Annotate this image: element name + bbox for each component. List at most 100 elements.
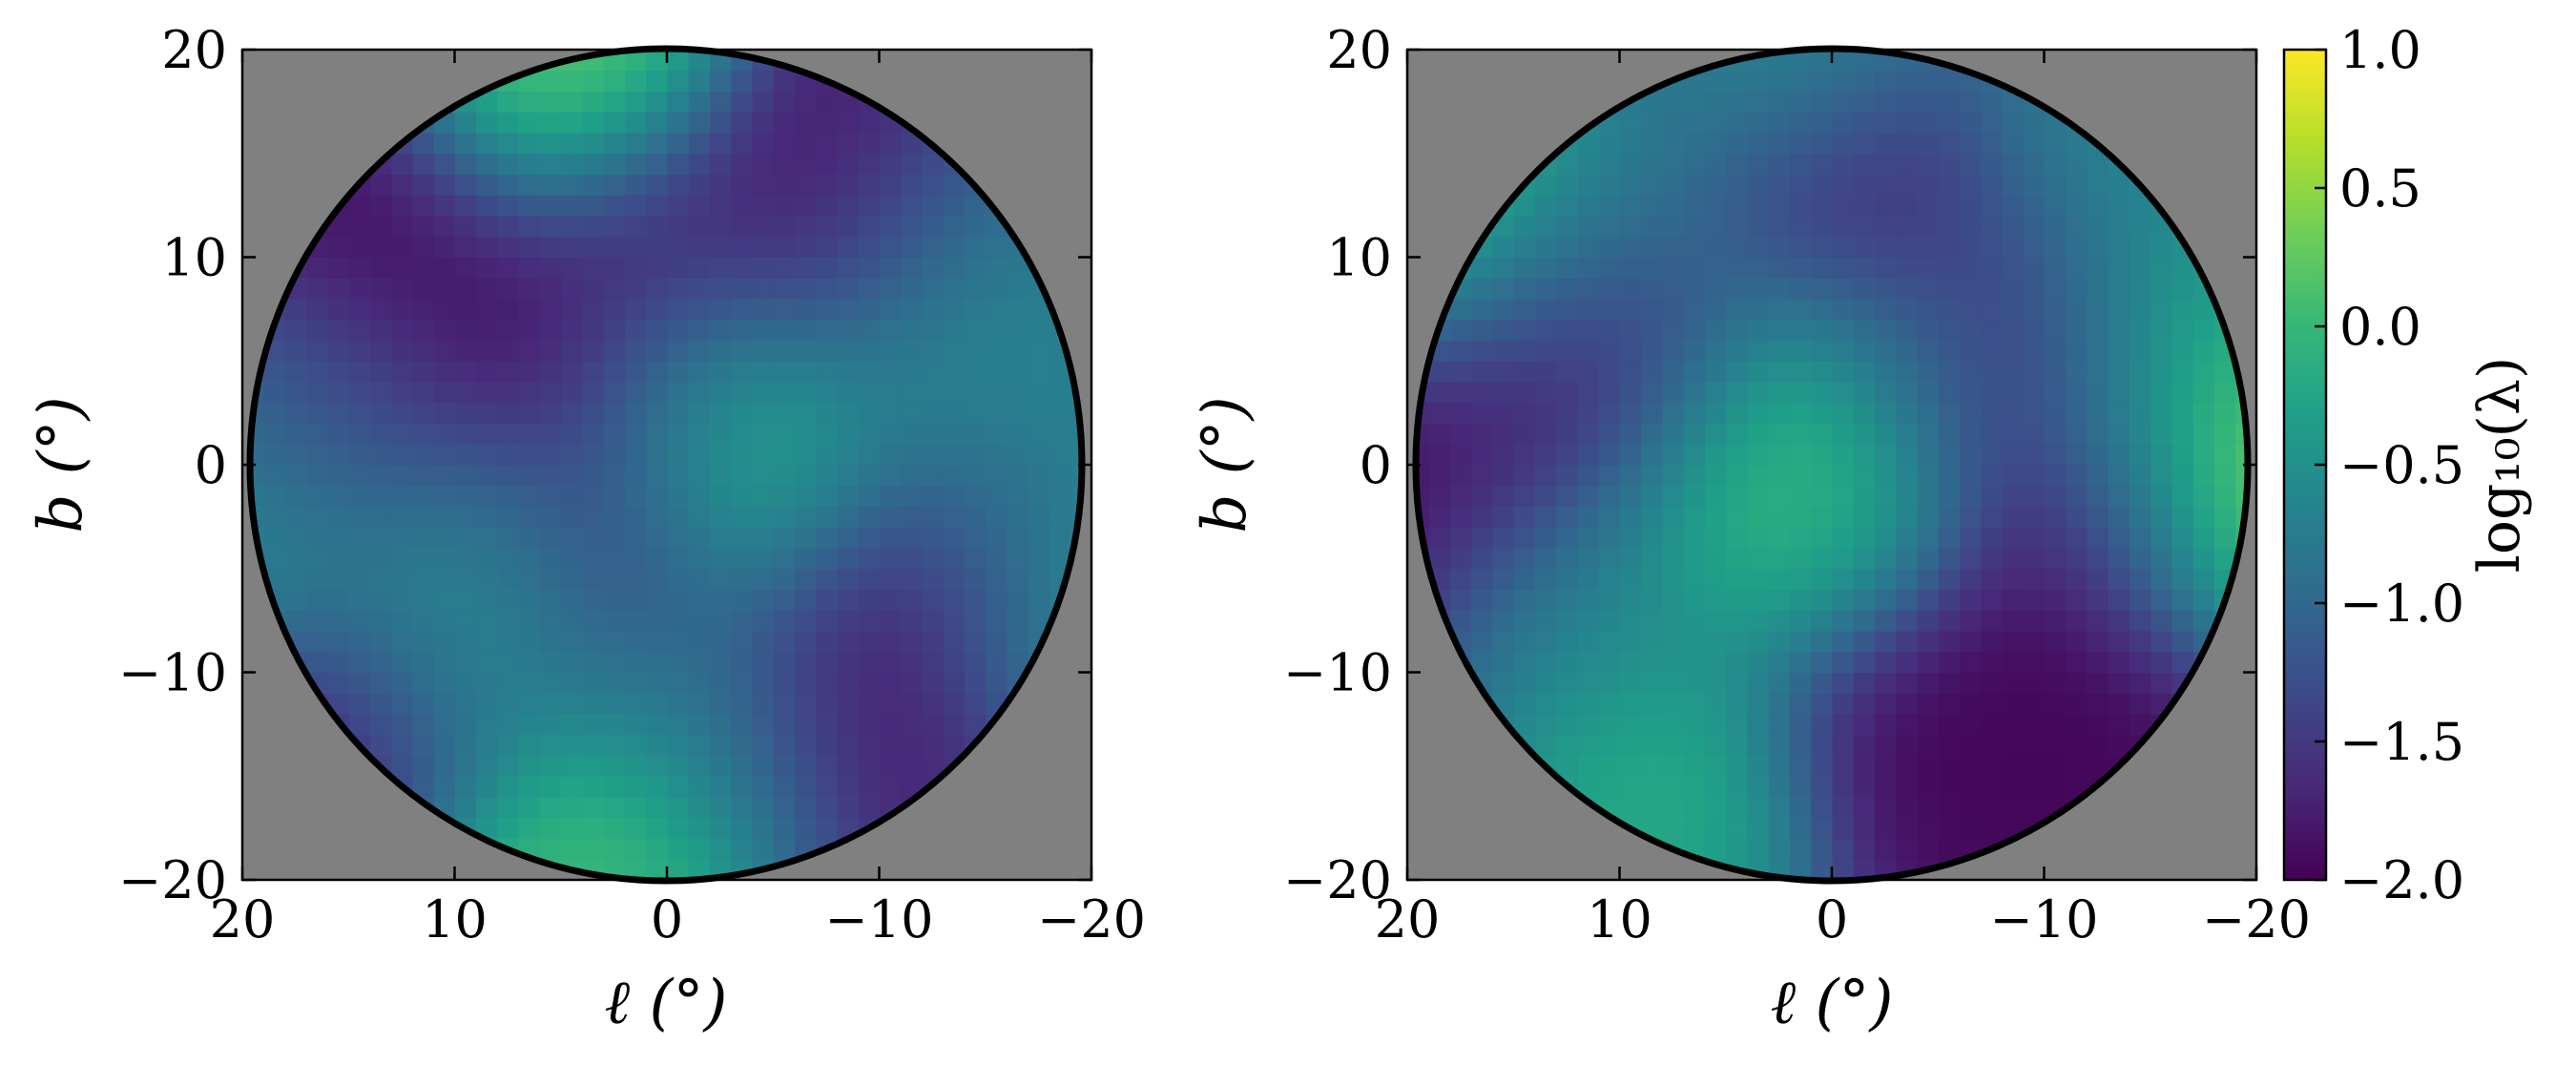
- heat-cell: [709, 568, 732, 590]
- heat-cell: [1555, 319, 1578, 341]
- heat-cell: [411, 589, 434, 611]
- heat-cell: [2086, 215, 2109, 238]
- heat-cell: [1006, 298, 1028, 321]
- heat-cell: [1704, 589, 1727, 611]
- heat-cell: [2022, 132, 2045, 155]
- heat-cell: [1725, 298, 1748, 321]
- heat-cell: [1576, 319, 1599, 341]
- heat-cell: [2001, 796, 2024, 819]
- heat-cell: [517, 485, 540, 507]
- heat-cell: [900, 381, 923, 404]
- heat-cell: [1640, 589, 1663, 611]
- heat-cell: [624, 174, 647, 196]
- heat-cell: [772, 734, 795, 756]
- heat-cell: [1831, 609, 1854, 632]
- heat-cell: [581, 277, 604, 300]
- heat-cell: [517, 506, 540, 528]
- heat-cell: [1959, 174, 1982, 196]
- heat-cell: [1831, 443, 1854, 466]
- heat-cell: [1006, 319, 1028, 341]
- heat-cell: [1725, 111, 1748, 134]
- colorbar-tick-label: −1.0: [2339, 574, 2464, 634]
- heat-cell: [645, 713, 668, 736]
- heat-cell: [942, 464, 965, 487]
- heat-cell: [2107, 568, 2129, 590]
- heat-cell: [751, 547, 774, 570]
- heat-cell: [1661, 423, 1684, 445]
- heat-cell: [1852, 111, 1875, 134]
- heat-cell: [1640, 215, 1663, 238]
- heat-cell: [517, 236, 540, 258]
- heat-cell: [517, 547, 540, 570]
- heat-cell: [560, 713, 583, 736]
- heat-cell: [1427, 360, 1450, 383]
- heat-cell: [560, 381, 583, 404]
- heat-cell: [879, 734, 902, 756]
- heat-cell: [1491, 589, 1514, 611]
- heat-cell: [432, 630, 455, 653]
- heat-cell: [602, 775, 625, 798]
- heat-cell: [1895, 91, 1918, 113]
- heat-cell: [2129, 547, 2151, 570]
- heat-cell: [2022, 319, 2045, 341]
- heat-cell: [2001, 775, 2024, 798]
- heat-cell: [1789, 755, 1812, 777]
- heat-cell: [390, 651, 413, 673]
- heat-cell: [964, 609, 987, 632]
- heat-cell: [1725, 692, 1748, 715]
- heat-cell: [645, 464, 668, 487]
- heat-cell: [645, 734, 668, 756]
- heat-cell: [964, 443, 987, 466]
- heat-cell: [1619, 775, 1642, 798]
- heat-cell: [1895, 817, 1918, 839]
- heat-cell: [560, 132, 583, 155]
- heat-cell: [2213, 402, 2236, 424]
- heat-cell: [1640, 194, 1663, 217]
- heat-cell: [2022, 568, 2045, 590]
- heat-cell: [666, 713, 689, 736]
- heat-cell: [1810, 838, 1833, 860]
- heat-cell: [2022, 340, 2045, 362]
- heat-cell: [411, 298, 434, 321]
- heat-cell: [1661, 340, 1684, 362]
- heat-cell: [2022, 692, 2045, 715]
- heat-cell: [1725, 651, 1748, 673]
- colorbar-tick-label: −1.5: [2339, 712, 2464, 772]
- heat-cell: [581, 838, 604, 860]
- heat-cell: [709, 464, 732, 487]
- heat-cell: [1534, 589, 1557, 611]
- heat-cell: [496, 111, 519, 134]
- heat-cell: [666, 734, 689, 756]
- heat-cell: [1576, 236, 1599, 258]
- heat-cell: [2129, 609, 2151, 632]
- heat-cell: [1746, 443, 1769, 466]
- heat-cell: [2086, 672, 2109, 694]
- heat-cell: [2022, 755, 2045, 777]
- heat-cell: [2129, 464, 2151, 487]
- heat-cell: [1640, 381, 1663, 404]
- heat-cell: [1959, 236, 1982, 258]
- heat-cell: [751, 630, 774, 653]
- heat-cell: [900, 651, 923, 673]
- heat-cell: [475, 692, 498, 715]
- heat-cell: [2044, 651, 2067, 673]
- heat-cell: [432, 132, 455, 155]
- heat-cell: [1937, 713, 1960, 736]
- heat-cell: [1831, 464, 1854, 487]
- heat-cell: [1512, 651, 1535, 673]
- heat-cell: [794, 298, 817, 321]
- heat-cell: [475, 153, 498, 175]
- heat-cell: [454, 423, 477, 445]
- heat-cell: [836, 506, 859, 528]
- heat-cell: [985, 257, 1008, 279]
- heat-cell: [432, 672, 455, 694]
- heat-cell: [1852, 547, 1875, 570]
- heat-cell: [815, 568, 838, 590]
- heat-cell: [262, 402, 285, 424]
- heat-cell: [1916, 132, 1939, 155]
- heat-cell: [1874, 236, 1897, 258]
- heat-cell: [624, 506, 647, 528]
- heat-cell: [1470, 423, 1493, 445]
- heat-cell: [1810, 775, 1833, 798]
- heat-cell: [687, 298, 710, 321]
